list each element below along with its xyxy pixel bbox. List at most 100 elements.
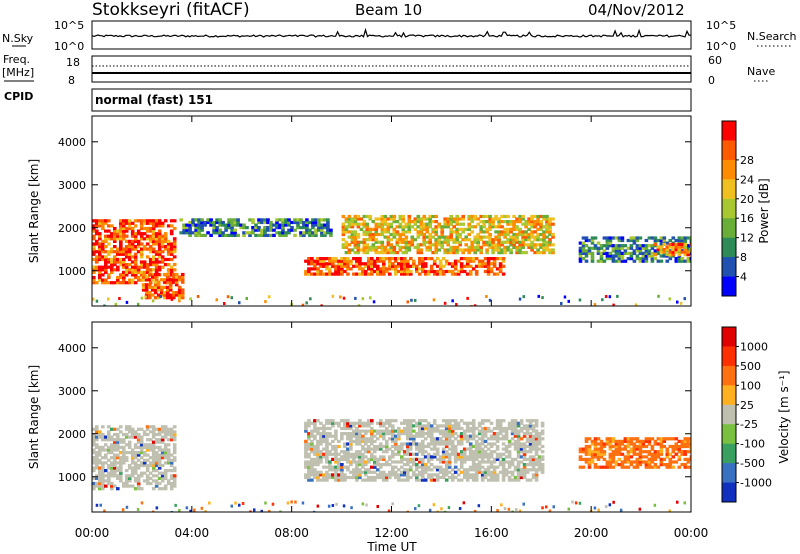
velocity-cell: [462, 460, 467, 464]
velocity-cell: [647, 465, 652, 469]
velocity-cell: [507, 421, 512, 425]
velocity-cell: [397, 468, 401, 472]
power-cell: [98, 245, 102, 249]
velocity-cell: [391, 452, 395, 456]
velocity-cell: [370, 421, 374, 425]
velocity-cell: [534, 452, 539, 456]
velocity-cell: [510, 473, 515, 477]
velocity-cell: [516, 465, 521, 469]
velocity-cell: [133, 435, 138, 439]
power-cell: [506, 220, 510, 224]
power-cell: [133, 260, 138, 264]
velocity-cell: [116, 453, 120, 457]
power-cell: [163, 234, 168, 238]
velocity-cell: [587, 463, 592, 467]
velocity-cell: [124, 443, 129, 447]
velocity-cell: [659, 460, 664, 464]
velocity-cell: [623, 444, 628, 449]
velocity-cell: [382, 478, 386, 482]
power-cell: [479, 220, 483, 224]
velocity-cell: [394, 447, 398, 451]
power-cell: [647, 244, 652, 248]
power-cell: [446, 238, 450, 242]
power-cell: [110, 268, 114, 272]
velocity-cell: [418, 432, 422, 436]
power-cell: [548, 225, 552, 229]
velocity-cell: [656, 465, 661, 469]
velocity-cell: [537, 463, 542, 467]
power-cell: [263, 218, 267, 222]
power-cell: [156, 293, 161, 297]
power-cell: [617, 249, 622, 253]
velocity-cell: [119, 445, 123, 449]
power-cell: [127, 242, 132, 246]
power-cell: [494, 225, 498, 229]
velocity-cell: [495, 465, 500, 469]
velocity-cell: [483, 452, 488, 456]
velocity-cell: [623, 447, 628, 451]
power-cell: [182, 228, 186, 232]
power-cell: [142, 265, 147, 269]
velocity-cell: [483, 432, 488, 436]
power-cell: [380, 230, 385, 234]
power-cell: [476, 235, 480, 239]
power-cell: [482, 214, 486, 219]
power-cell: [130, 242, 135, 246]
velocity-colorbar-tick-label: -500: [740, 457, 765, 470]
velocity-cell: [103, 509, 106, 512]
power-cell: [92, 278, 96, 282]
power-cell: [485, 235, 489, 239]
velocity-cell: [668, 437, 673, 441]
power-cell: [322, 257, 326, 261]
velocity-cell: [343, 473, 347, 477]
power-cell: [443, 251, 447, 255]
power-cell: [539, 225, 543, 229]
power-cell: [337, 269, 341, 274]
power-cell: [127, 245, 132, 249]
power-cell: [362, 222, 367, 226]
velocity-cell: [331, 421, 335, 425]
power-cell: [629, 251, 634, 255]
power-cell: [584, 254, 589, 258]
velocity-cell: [145, 438, 150, 442]
velocity-cell: [531, 455, 536, 459]
power-cell: [437, 222, 441, 226]
power-cell: [196, 295, 200, 298]
power-cell: [617, 251, 622, 255]
velocity-cell: [516, 442, 521, 446]
velocity-cell: [465, 426, 470, 431]
power-cell: [418, 267, 422, 271]
power-cell: [166, 263, 171, 267]
power-cell: [599, 244, 604, 248]
velocity-cell: [122, 448, 126, 452]
station-title: Stokkseyri (fitACF): [92, 0, 250, 20]
power-cell: [349, 267, 353, 271]
power-cell: [145, 219, 150, 223]
velocity-cell: [110, 435, 114, 439]
velocity-cell: [540, 465, 545, 469]
power-cell: [587, 251, 592, 255]
power-cell: [124, 226, 129, 231]
power-cell: [428, 248, 432, 252]
power-cell: [373, 262, 377, 266]
velocity-cell: [334, 478, 338, 482]
velocity-cell: [412, 437, 416, 441]
power-cell: [307, 267, 311, 271]
velocity-colorbar-tick-label: 500: [740, 360, 761, 373]
velocity-cell: [495, 434, 500, 438]
velocity-cell: [313, 460, 317, 464]
power-cell: [455, 245, 459, 249]
power-cell: [426, 269, 431, 274]
velocity-cell: [507, 460, 512, 464]
power-cell: [162, 278, 167, 282]
velocity-cell: [391, 470, 395, 474]
velocity-cell: [382, 434, 386, 438]
velocity-cell: [441, 442, 446, 446]
power-cell: [215, 226, 219, 230]
velocity-cell: [367, 437, 371, 441]
velocity-cell: [104, 453, 108, 457]
velocity-cell: [346, 447, 350, 451]
power-cell: [307, 262, 311, 266]
power-cell: [153, 285, 158, 289]
power-cell: [299, 220, 303, 225]
